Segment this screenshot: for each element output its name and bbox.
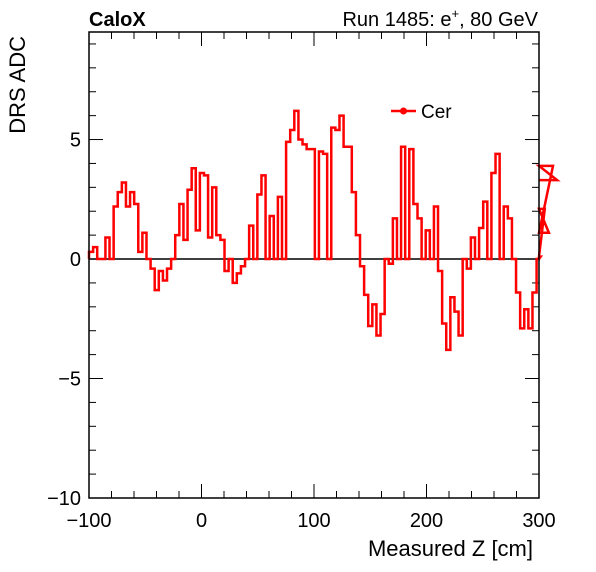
run-label: Run 1485: e+, 80 GeV <box>342 6 538 31</box>
legend-entry-cer: Cer <box>421 102 452 123</box>
x-axis-label: Measured Z [cm] <box>368 536 533 561</box>
y-axis-label: DRS ADC <box>5 36 30 134</box>
x-tick-label: 100 <box>297 510 330 532</box>
y-tick-label: 0 <box>70 249 81 271</box>
y-tick-label: −5 <box>58 369 81 391</box>
plot-frame <box>88 31 540 499</box>
series-line-cer <box>87 109 561 352</box>
y-tick-label: −10 <box>47 488 81 510</box>
axis-ticks <box>88 32 540 499</box>
legend: Cer <box>391 102 452 123</box>
legend-marker <box>400 107 407 115</box>
x-tick-label: −100 <box>66 510 111 532</box>
y-tick-label: 5 <box>70 130 81 152</box>
x-tick-label: 300 <box>522 510 555 532</box>
experiment-label: CaloX <box>89 9 146 31</box>
tick-labels: −100 0 100 200 300 −10 −5 0 5 <box>47 130 556 532</box>
x-tick-label: 200 <box>410 510 443 532</box>
x-tick-label: 0 <box>196 510 207 532</box>
